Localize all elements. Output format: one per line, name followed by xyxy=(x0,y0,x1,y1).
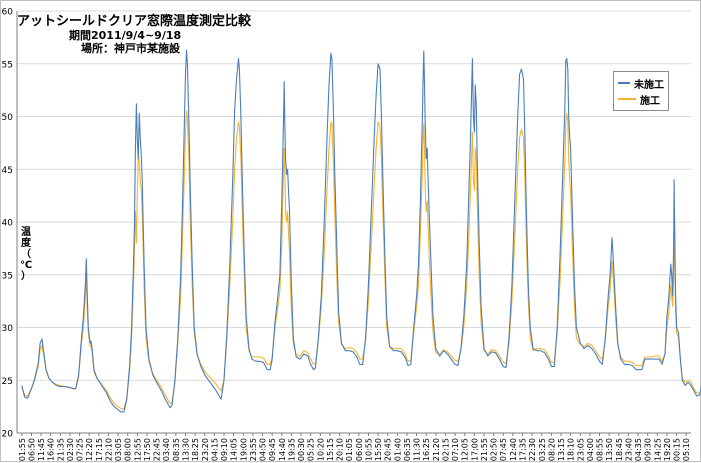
y-tick-label: 25 xyxy=(2,377,13,387)
x-tick-label: 03:40 xyxy=(162,438,171,461)
x-tick-label: 12:05 xyxy=(461,438,470,461)
x-tick-label: 17:35 xyxy=(519,438,528,461)
legend-label-untreated: 未施工 xyxy=(634,79,664,91)
x-tick-label: 11:45 xyxy=(37,438,46,461)
x-tick-label: 09:10 xyxy=(220,438,229,461)
x-tick-label: 02:50 xyxy=(490,438,499,461)
x-tick-label: 13:15 xyxy=(557,438,566,461)
x-tick-label: 18:25 xyxy=(191,438,200,461)
legend-label-treated: 施工 xyxy=(640,95,660,107)
y-axis-label-char: ） xyxy=(21,271,31,282)
y-tick-label: 55 xyxy=(2,60,13,70)
x-tick-label: 09:30 xyxy=(644,438,653,461)
x-tick-label: 08:00 xyxy=(124,438,133,461)
chart-subtitle-location: 場所：神戸市某施設 xyxy=(81,41,180,55)
x-tick-label: 12:40 xyxy=(509,438,518,461)
x-tick-label: 19:20 xyxy=(663,438,672,461)
x-tick-label: 22:10 xyxy=(104,438,113,461)
x-tick-label: 21:35 xyxy=(56,438,65,461)
x-tick-label: 10:55 xyxy=(364,438,373,461)
x-tick-label: 06:35 xyxy=(403,438,412,461)
x-tick-label: 12:20 xyxy=(85,438,94,461)
x-tick-label: 03:25 xyxy=(538,438,547,461)
chart-title-block: アットシールドクリア窓際温度測定比較 期間2011/9/4~9/18 場所：神戸… xyxy=(17,14,252,55)
y-axis-label-char: 度 xyxy=(21,238,31,249)
y-tick-label: 45 xyxy=(2,166,13,176)
x-tick-label: 20:10 xyxy=(336,438,345,461)
y-axis-label-char: （ xyxy=(21,249,31,260)
x-tick-label: 04:00 xyxy=(586,438,595,461)
x-tick-label: 22:45 xyxy=(153,438,162,461)
x-tick-label: 01:05 xyxy=(345,438,354,461)
chart-subtitle-period: 期間2011/9/4~9/18 xyxy=(69,28,182,42)
x-tick-label: 23:05 xyxy=(576,438,585,461)
y-tick-label: 35 xyxy=(2,271,13,281)
x-tick-label: 14:40 xyxy=(278,438,287,461)
y-axis-label-char: ℃ xyxy=(19,260,33,271)
chart-title: アットシールドクリア窓際温度測定比較 xyxy=(17,14,252,29)
x-tick-label: 08:55 xyxy=(596,438,605,461)
x-tick-label: 11:30 xyxy=(413,438,422,461)
y-tick-label: 20 xyxy=(2,430,14,440)
chart-legend: 未施工 施工 xyxy=(613,71,669,111)
x-tick-label: 21:55 xyxy=(480,438,489,461)
x-tick-label: 20:45 xyxy=(384,438,393,461)
x-tick-label: 05:25 xyxy=(307,438,316,461)
x-tick-label: 18:10 xyxy=(567,438,576,461)
x-tick-label: 06:50 xyxy=(27,438,36,461)
x-tick-label: 21:20 xyxy=(432,438,441,461)
x-tick-label: 04:15 xyxy=(210,438,219,461)
legend-swatch-treated xyxy=(618,98,636,100)
x-tick-label: 12:55 xyxy=(133,438,142,461)
x-tick-label: 01:40 xyxy=(393,438,402,461)
x-tick-label: 08:35 xyxy=(172,438,181,461)
x-tick-label: 02:15 xyxy=(441,438,450,461)
legend-entry-treated: 施工 xyxy=(618,91,664,107)
x-tick-label: 14:25 xyxy=(653,438,662,461)
x-tick-label: 09:45 xyxy=(268,438,277,461)
y-tick-label: 50 xyxy=(2,113,14,123)
x-tick-label: 23:55 xyxy=(249,438,258,461)
x-tick-label: 06:00 xyxy=(355,438,364,461)
y-axis-label: 温度（℃） xyxy=(19,227,33,282)
x-tick-label: 17:00 xyxy=(470,438,479,461)
series-line-untreated xyxy=(21,49,701,413)
x-tick-label: 17:15 xyxy=(95,438,104,461)
x-tick-label: 19:00 xyxy=(239,438,248,461)
x-tick-label: 02:30 xyxy=(66,438,75,461)
x-tick-label: 16:25 xyxy=(422,438,431,461)
x-tick-label: 07:45 xyxy=(499,438,508,461)
x-tick-label: 23:40 xyxy=(624,438,633,461)
x-tick-label: 19:35 xyxy=(287,438,296,461)
x-tick-label: 10:20 xyxy=(316,438,325,461)
x-tick-label: 05:10 xyxy=(682,438,691,461)
x-tick-label: 03:05 xyxy=(114,438,123,461)
y-tick-label: 40 xyxy=(2,219,14,229)
x-tick-label: 13:50 xyxy=(605,438,614,461)
x-tick-label: 14:05 xyxy=(230,438,239,461)
x-tick-label: 17:50 xyxy=(143,438,152,461)
x-tick-label: 23:20 xyxy=(201,438,210,461)
x-tick-label: 08:20 xyxy=(547,438,556,461)
y-tick-label: 60 xyxy=(2,8,14,18)
legend-entry-untreated: 未施工 xyxy=(618,75,664,91)
x-tick-label: 18:45 xyxy=(615,438,624,461)
y-tick-label: 30 xyxy=(2,324,14,334)
x-tick-label: 04:35 xyxy=(634,438,643,461)
x-tick-label: 15:50 xyxy=(374,438,383,461)
x-tick-label: 01:55 xyxy=(18,438,27,461)
x-tick-label: 15:15 xyxy=(326,438,335,461)
x-tick-label: 04:50 xyxy=(259,438,268,461)
x-tick-label: 00:30 xyxy=(297,438,306,461)
x-tick-label: 16:40 xyxy=(47,438,56,461)
x-tick-label: 13:30 xyxy=(182,438,191,461)
x-tick-label: 22:30 xyxy=(528,438,537,461)
x-tick-label: 07:10 xyxy=(451,438,460,461)
x-tick-label: 07:25 xyxy=(76,438,85,461)
x-tick-label: 00:15 xyxy=(673,438,682,461)
legend-swatch-untreated xyxy=(618,82,630,84)
y-axis-label-char: 温 xyxy=(21,227,31,238)
